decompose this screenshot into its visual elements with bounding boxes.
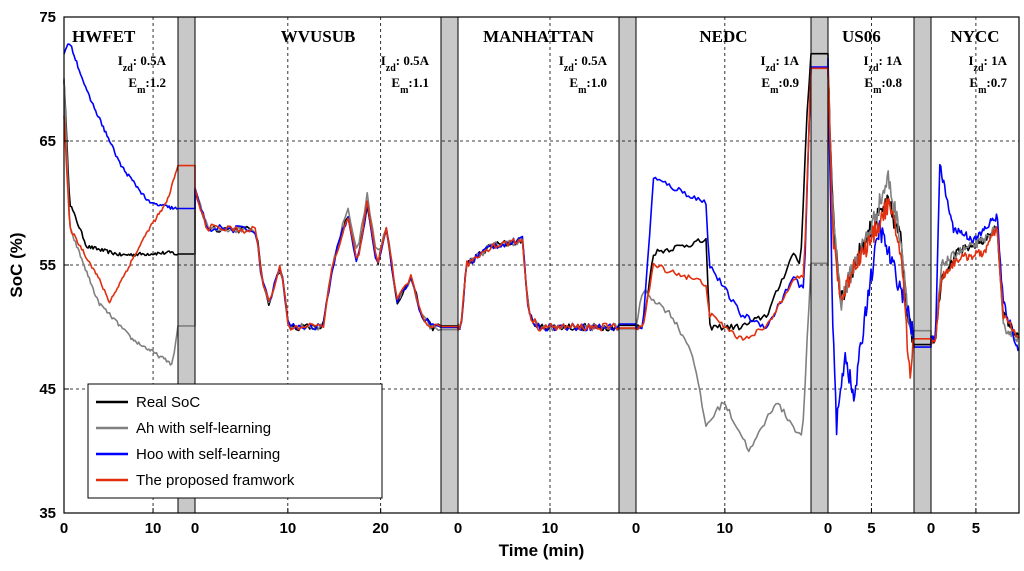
series-line-real [63,52,1020,346]
x-tick-label: 5 [867,520,875,537]
x-tick-label: 5 [972,520,980,537]
legend-label-ah: Ah with self-learning [136,420,271,437]
izd-subscript: zd [766,63,776,74]
em-value: :0.9 [778,75,799,90]
x-tick-label: 20 [372,520,389,537]
x-tick-label: 10 [279,520,296,537]
em-subscript: m [978,85,987,96]
x-tick-label: 0 [60,520,68,537]
em-value: :0.7 [986,75,1007,90]
series-line-hoo [63,43,1020,436]
em-subscript: m [770,85,779,96]
x-tick-label: 10 [716,520,733,537]
segment-title: US06 [842,27,881,46]
em-symbol: E [864,75,873,90]
segment-title: WVUSUB [281,27,356,46]
izd-symbol: I [863,53,868,68]
y-tick-label: 75 [39,9,56,26]
legend-label-real: Real SoC [136,394,200,411]
em-subscript: m [400,85,409,96]
izd-subscript: zd [386,63,396,74]
segment-em-param: Em:0.9 [761,75,799,96]
izd-value: : 0.5A [396,53,430,68]
x-tick-label: 0 [191,520,199,537]
y-axis-label: SoC (%) [7,232,26,297]
y-tick-label: 45 [39,381,56,398]
segment-izd-param: Izd: 1A [760,53,799,74]
x-tick-label: 0 [454,520,462,537]
y-tick-label: 55 [39,257,56,274]
em-symbol: E [761,75,770,90]
izd-subscript: zd [974,63,984,74]
segment-title: NEDC [699,27,747,46]
plot-frame [63,16,1020,514]
izd-value: : 0.5A [574,53,608,68]
segment-em-param: Em:1.1 [391,75,429,96]
x-axis-label: Time (min) [499,541,585,560]
em-symbol: E [969,75,978,90]
em-symbol: E [128,75,137,90]
em-symbol: E [391,75,400,90]
segment-izd-param: Izd: 0.5A [118,53,167,74]
segment-izd-param: Izd: 0.5A [559,53,608,74]
em-value: :0.8 [881,75,902,90]
legend-label-hoo: Hoo with self-learning [136,446,280,463]
izd-subscript: zd [564,63,574,74]
izd-symbol: I [760,53,765,68]
segment-title: NYCC [950,27,999,46]
izd-symbol: I [968,53,973,68]
em-subscript: m [873,85,882,96]
segment-izd-param: Izd: 1A [968,53,1007,74]
izd-subscript: zd [869,63,879,74]
x-tick-label: 0 [824,520,832,537]
em-subscript: m [137,85,146,96]
izd-value: : 1A [776,53,800,68]
segment-em-param: Em:1.0 [569,75,607,96]
izd-value: : 1A [879,53,903,68]
legend-label-prop: The proposed framwork [136,472,295,489]
segment-em-param: Em:1.2 [128,75,166,96]
legend-box [87,383,383,499]
segment-separator-band [619,17,636,513]
izd-subscript: zd [123,63,133,74]
izd-value: : 0.5A [133,53,167,68]
y-tick-label: 65 [39,133,56,150]
x-tick-label: 10 [542,520,559,537]
x-tick-label: 0 [632,520,640,537]
segment-title: MANHATTAN [483,27,595,46]
segment-em-param: Em:0.7 [969,75,1007,96]
em-value: :1.1 [408,75,429,90]
izd-symbol: I [381,53,386,68]
segment-izd-param: Izd: 1A [863,53,902,74]
segment-em-param: Em:0.8 [864,75,902,96]
em-value: :1.2 [145,75,166,90]
segment-izd-param: Izd: 0.5A [381,53,430,74]
x-tick-label: 10 [145,520,162,537]
segment-separator-band [811,17,828,513]
y-tick-label: 35 [39,505,56,522]
izd-value: : 1A [984,53,1008,68]
em-subscript: m [578,85,587,96]
em-symbol: E [569,75,578,90]
izd-symbol: I [118,53,123,68]
x-tick-label: 0 [927,520,935,537]
segment-title: HWFET [72,27,136,46]
izd-symbol: I [559,53,564,68]
em-value: :1.0 [586,75,607,90]
